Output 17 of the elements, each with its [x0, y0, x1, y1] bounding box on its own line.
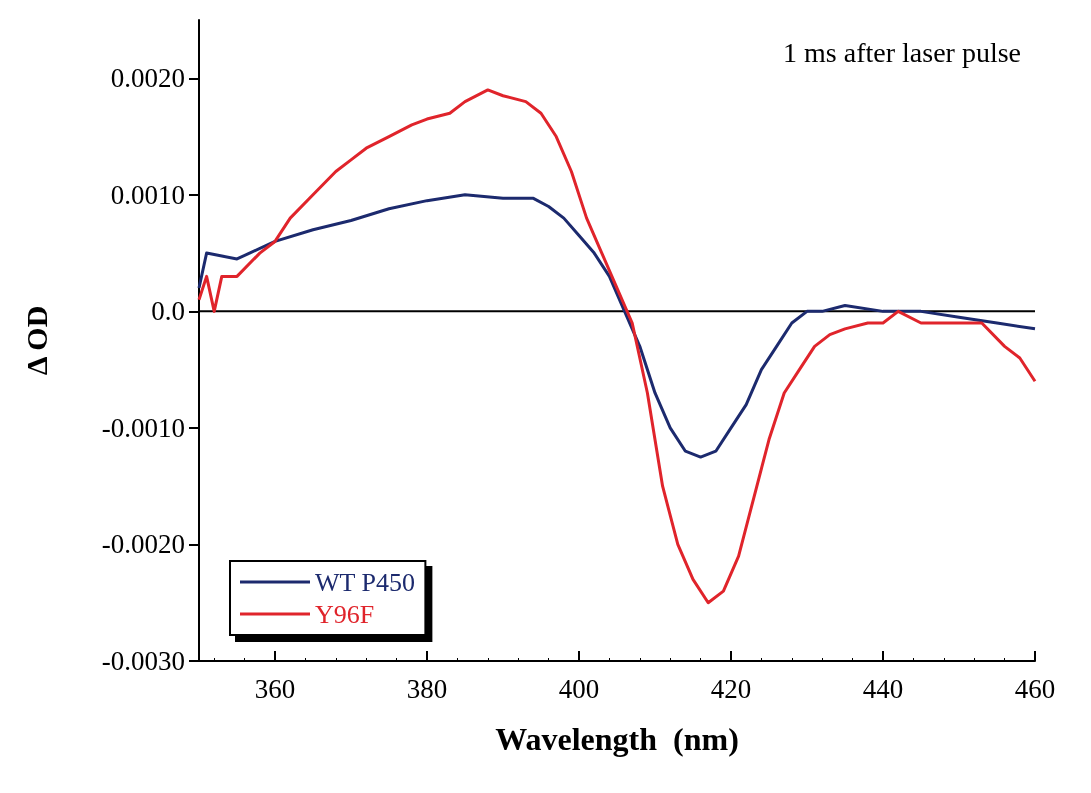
x-tick-label: 440: [862, 673, 904, 704]
y-tick-label: 0.0: [151, 296, 185, 327]
x-tick-label: 400: [558, 673, 600, 704]
y-tick-label: -0.0030: [101, 646, 185, 676]
y-tick-label: -0.0020: [101, 529, 185, 560]
y-tick-label: -0.0010: [101, 412, 185, 443]
y-tick-label: 0.0010: [110, 179, 185, 210]
x-tick-label: 380: [406, 673, 448, 704]
x-axis-title: Wavelength (nm): [495, 721, 739, 757]
legend-label: WT P450: [315, 567, 415, 597]
x-tick-label: 460: [1014, 673, 1056, 704]
annotation: 1 ms after laser pulse: [783, 36, 1021, 68]
y-axis-title: Δ OD: [19, 305, 53, 376]
y-tick-label: 0.0020: [110, 63, 185, 94]
x-tick-label: 420: [710, 673, 752, 704]
x-tick-label: 360: [254, 673, 296, 704]
legend-label: Y96F: [315, 599, 375, 629]
